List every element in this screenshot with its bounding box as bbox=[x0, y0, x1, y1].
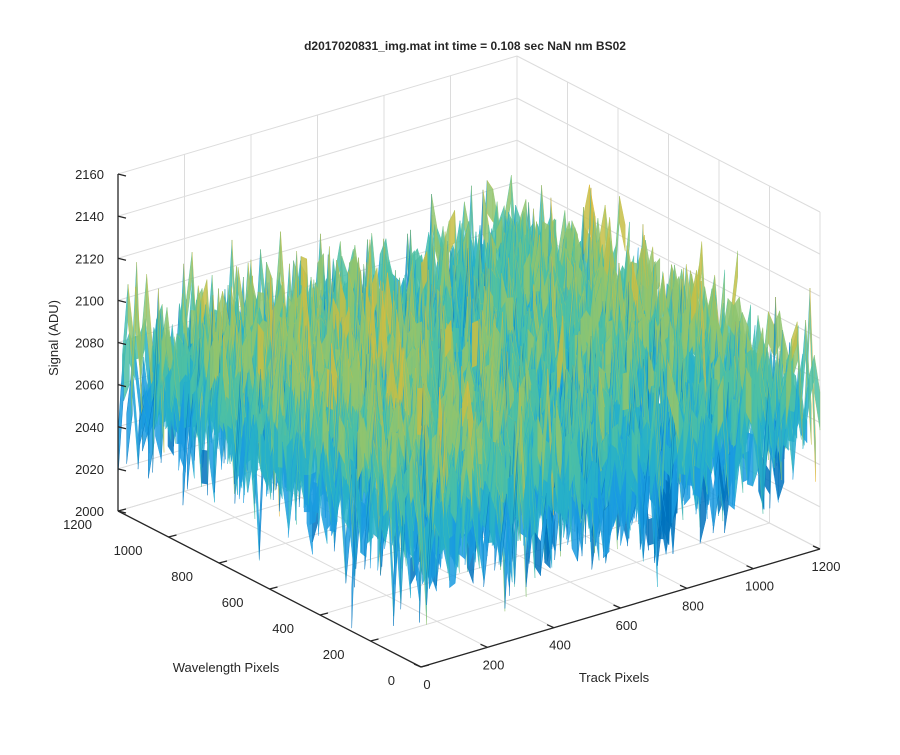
surface-patch bbox=[487, 180, 493, 221]
surface-patch bbox=[747, 432, 753, 486]
surface-patch bbox=[695, 466, 701, 497]
surface-patch bbox=[494, 411, 500, 443]
surface-patch bbox=[252, 419, 258, 480]
surface-patch bbox=[449, 210, 455, 253]
surface-patch bbox=[202, 450, 208, 484]
surface-patch bbox=[472, 321, 478, 368]
surface-patch bbox=[535, 533, 541, 576]
surface-patch bbox=[592, 461, 598, 498]
surface-layer bbox=[118, 175, 820, 628]
surface-patch bbox=[450, 534, 456, 588]
surface-patch bbox=[313, 482, 319, 513]
surface-patch bbox=[620, 196, 626, 251]
surface-patch bbox=[623, 372, 629, 410]
surface-patch bbox=[603, 505, 609, 558]
surface-patch bbox=[507, 297, 513, 334]
